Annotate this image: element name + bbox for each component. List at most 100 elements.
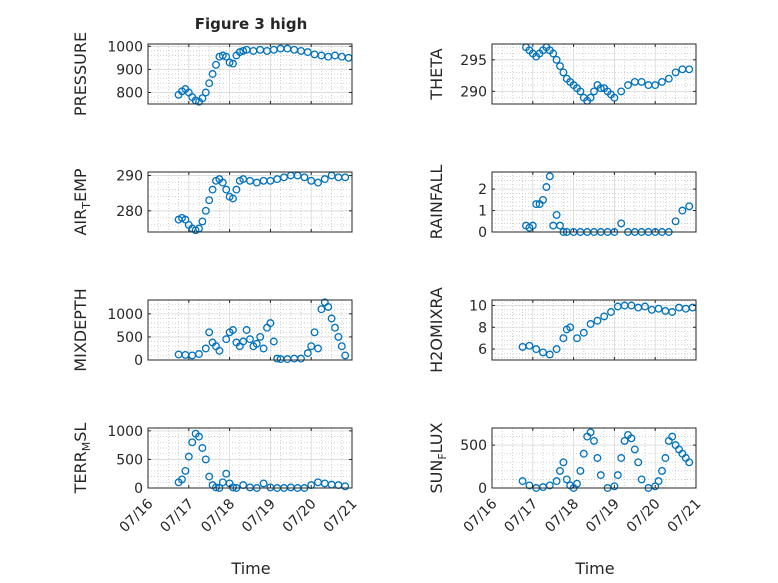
- data-point: [184, 452, 193, 461]
- data-point: [242, 326, 251, 334]
- data-point: [624, 81, 632, 90]
- y-tick-label: 1000: [107, 307, 143, 323]
- data-point: [229, 59, 237, 68]
- y-tick-label: 6: [478, 342, 487, 358]
- y-axis-label-part: SL: [71, 423, 90, 442]
- data-point: [549, 49, 558, 58]
- data-point: [300, 173, 309, 182]
- data-point: [218, 51, 227, 60]
- data-series: [174, 429, 350, 492]
- x-tick-label: 07/16: [461, 496, 501, 536]
- data-point: [269, 337, 278, 346]
- data-point: [239, 46, 248, 55]
- y-axis-label-part: MIXDEPTH: [71, 288, 90, 371]
- data-point: [314, 344, 322, 353]
- data-point: [552, 477, 561, 486]
- data-point: [273, 354, 282, 363]
- data-point: [208, 185, 217, 194]
- data-point: [576, 466, 585, 475]
- y-axis-label-part: LUX: [427, 422, 446, 453]
- data-point: [590, 87, 598, 96]
- data-point: [178, 475, 186, 484]
- data-point: [528, 221, 537, 230]
- data-point: [259, 344, 268, 353]
- y-axis-label: PRESSURE: [71, 32, 90, 116]
- data-point: [586, 93, 595, 102]
- data-point: [620, 436, 629, 445]
- x-tick-label: 07/19: [239, 496, 279, 536]
- data-point: [341, 173, 350, 182]
- data-point: [610, 93, 619, 102]
- data-point: [188, 438, 197, 447]
- data-point: [201, 88, 210, 97]
- data-point: [181, 466, 190, 475]
- data-point: [208, 70, 217, 78]
- x-tick-label: 07/17: [501, 496, 541, 536]
- data-point: [518, 477, 527, 486]
- data-series: [522, 43, 694, 105]
- y-axis-label: SUNFLUX: [427, 422, 449, 493]
- subplot-1: 800 900 1000 PRESSURE: [71, 32, 353, 116]
- y-axis-label-part: M: [80, 442, 93, 452]
- data-point: [559, 458, 568, 467]
- data-point: [205, 79, 214, 88]
- y-axis-label-part: SUN: [427, 460, 446, 494]
- data-point: [590, 436, 598, 445]
- data-point: [259, 479, 268, 488]
- data-point: [229, 194, 237, 203]
- y-tick-label: 1000: [107, 424, 143, 440]
- data-point: [539, 348, 547, 357]
- data-point: [658, 466, 666, 475]
- data-series: [174, 171, 350, 235]
- subplot-3: 280 290 AIRTEMP: [71, 168, 353, 236]
- data-point: [212, 60, 220, 69]
- data-point: [198, 217, 207, 226]
- data-point: [201, 455, 210, 464]
- x-tick-label: 07/18: [542, 496, 582, 536]
- x-tick-label: 07/21: [321, 496, 361, 536]
- data-point: [678, 206, 687, 215]
- figure-title: Figure 3 high: [195, 15, 308, 33]
- subplot-8: 0 500 07/16 07/17 07/18 07/19 07/20 07/21 SUNFLU…: [427, 422, 704, 535]
- data-point: [229, 326, 237, 334]
- data-series: [174, 44, 353, 106]
- data-point: [573, 479, 581, 488]
- data-point: [542, 183, 551, 191]
- data-point: [579, 328, 588, 337]
- data-point: [556, 62, 564, 71]
- data-point: [664, 74, 673, 83]
- data-point: [256, 332, 265, 341]
- y-tick-label: 0: [134, 353, 143, 369]
- data-point: [586, 428, 595, 437]
- data-point: [252, 339, 261, 348]
- data-point: [324, 302, 333, 311]
- data-point: [195, 350, 203, 358]
- y-axis-label: H2OMIXRA: [427, 287, 446, 373]
- y-tick-label: 0: [478, 481, 487, 497]
- data-point: [525, 341, 534, 350]
- data-point: [545, 172, 554, 181]
- data-point: [532, 345, 541, 354]
- data-point: [341, 351, 350, 360]
- data-point: [559, 68, 568, 77]
- data-point: [600, 312, 609, 321]
- y-tick-label: 8: [478, 320, 487, 336]
- data-point: [654, 304, 663, 313]
- data-point: [201, 344, 210, 353]
- y-tick-label: 1000: [107, 39, 143, 55]
- data-point: [327, 314, 336, 323]
- axes-box: [491, 427, 697, 489]
- y-axis-label-part: EMP: [71, 168, 90, 202]
- y-axis-label: AIRTEMP: [71, 168, 93, 235]
- x-axis-label-right: Time: [574, 559, 614, 578]
- data-point: [685, 202, 694, 211]
- data-point: [552, 345, 561, 354]
- data-point: [671, 217, 680, 226]
- axes-box: [491, 299, 697, 361]
- y-axis-label-part: PRESSURE: [71, 32, 90, 116]
- data-point: [596, 471, 605, 480]
- y-tick-label: 0: [134, 481, 143, 497]
- y-tick-label: 295: [460, 53, 487, 69]
- subplot-4: 0 1 2 RAINFALL: [427, 165, 697, 241]
